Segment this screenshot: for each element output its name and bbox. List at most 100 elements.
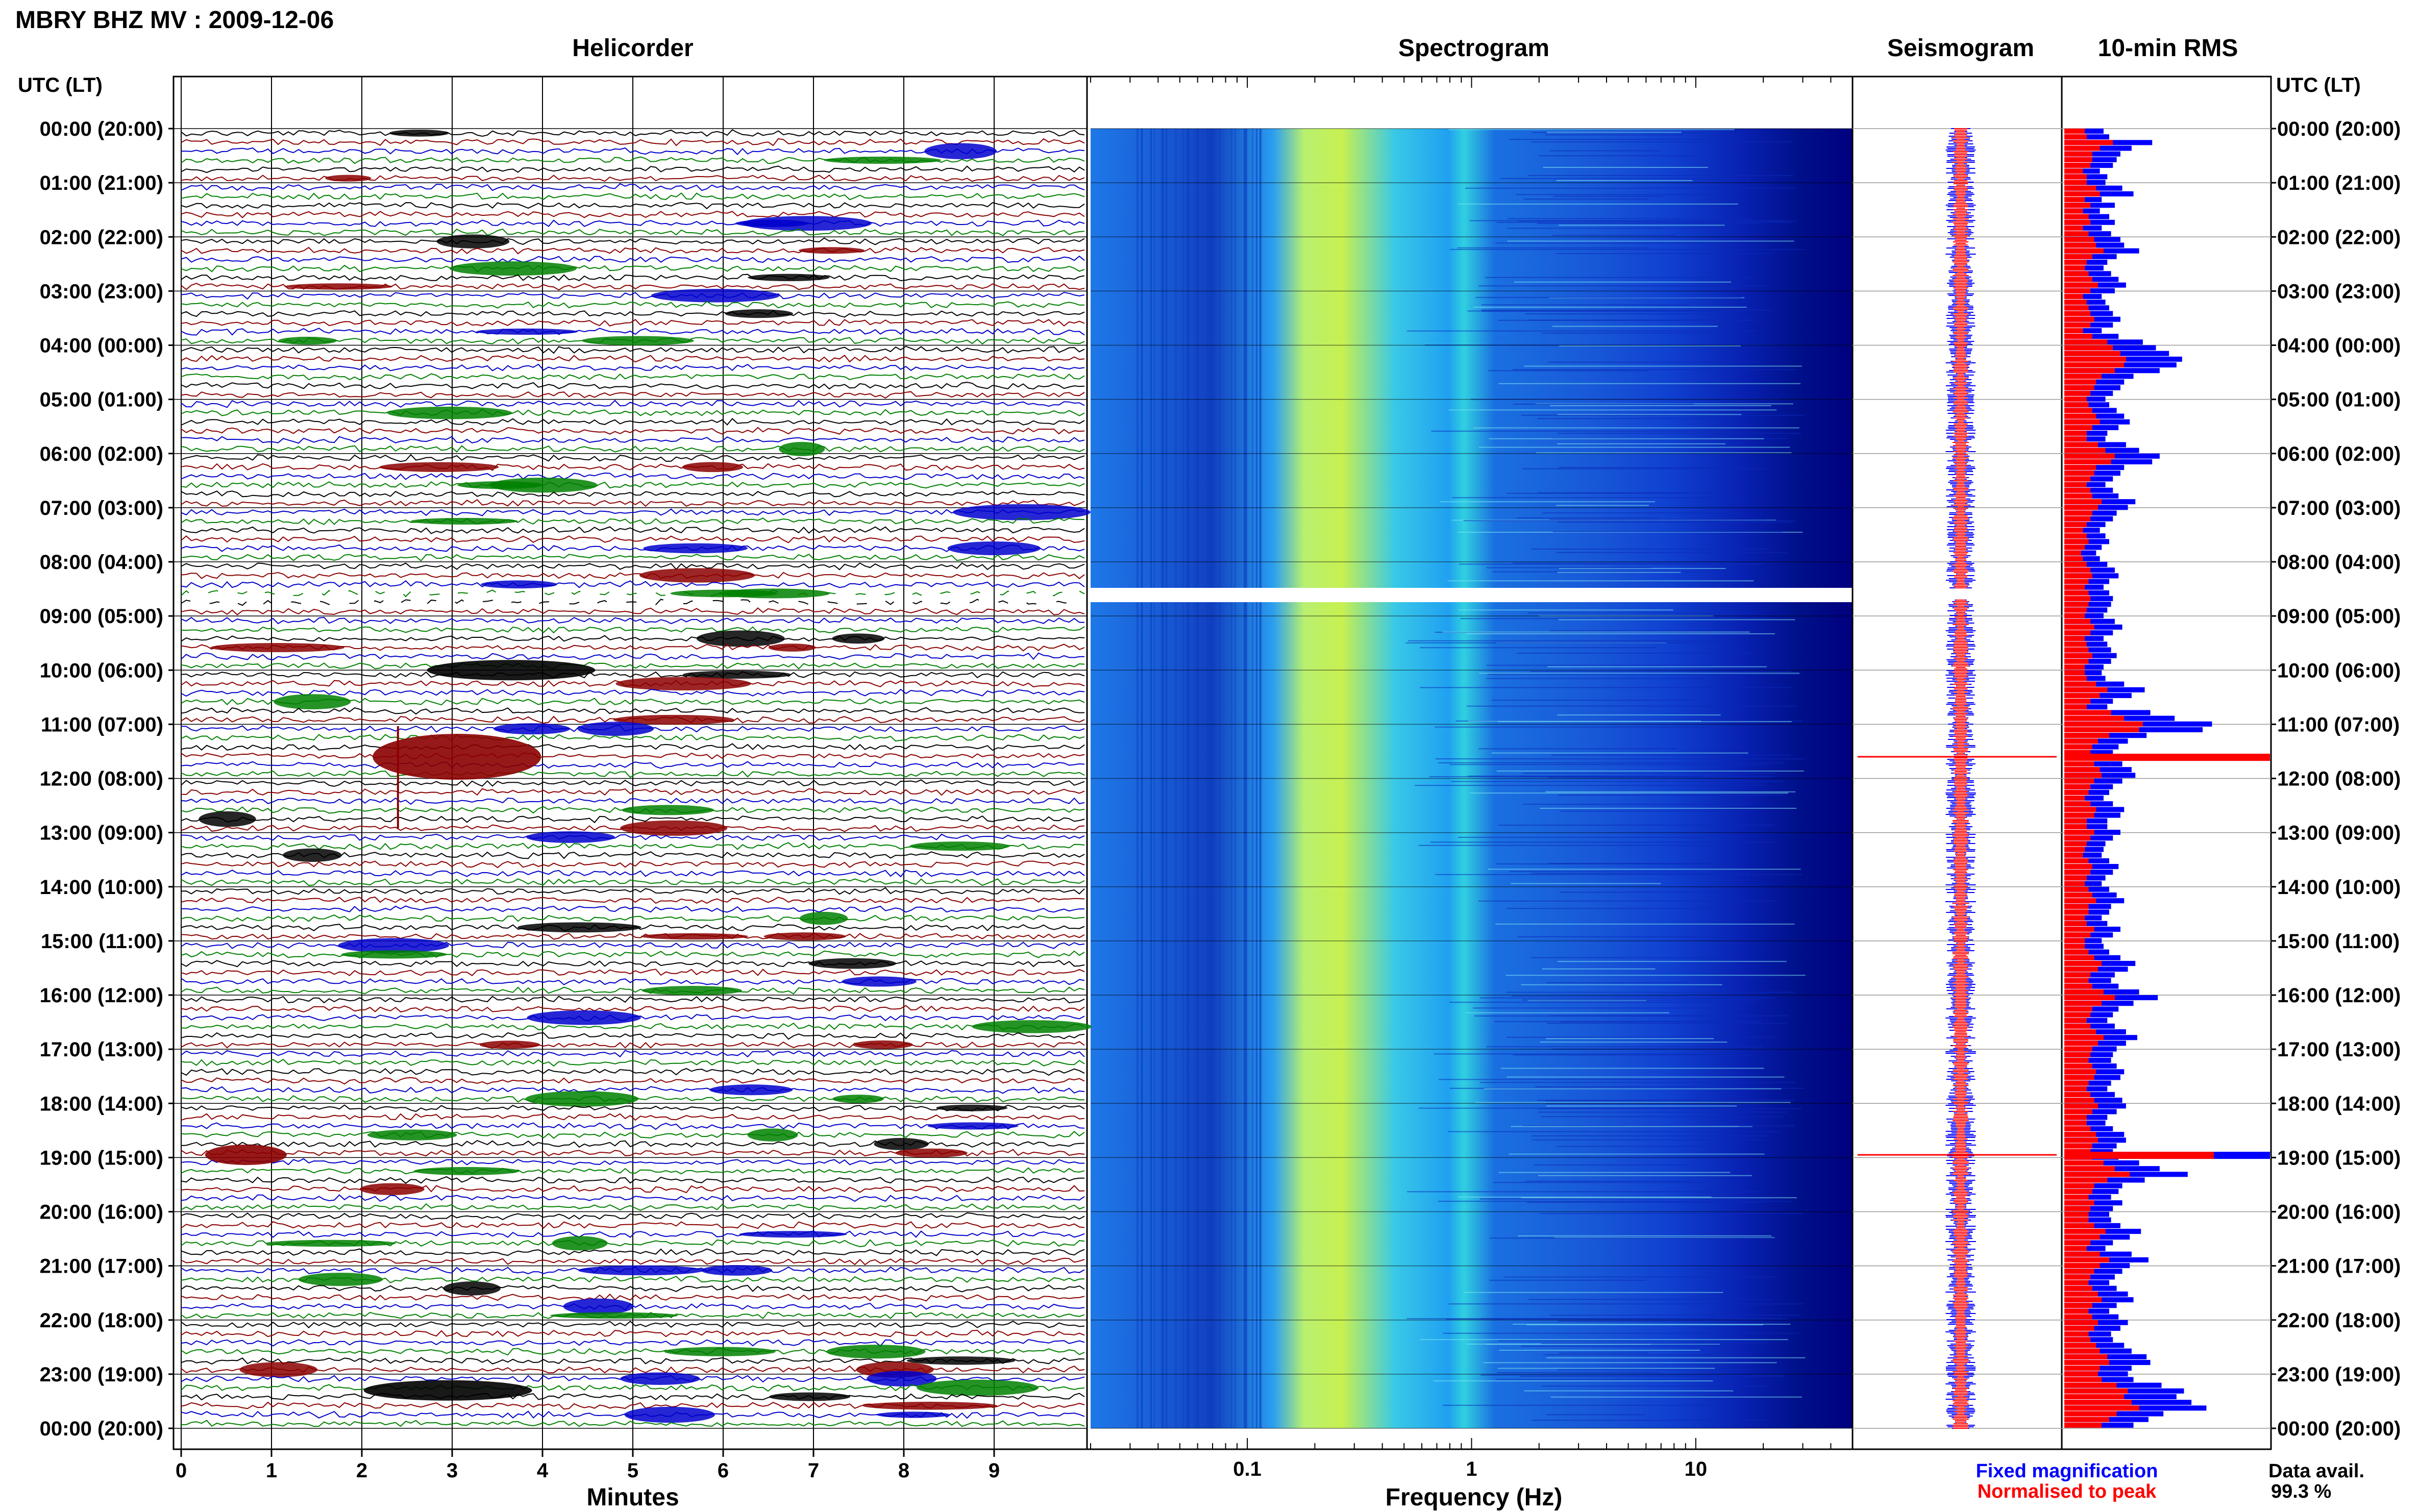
rms-bar-normalised [2064, 1359, 2109, 1366]
rms-bar-normalised [2064, 1160, 2104, 1166]
rms-bar-normalised [2064, 1211, 2089, 1217]
utc-header-left: UTC (LT) [18, 74, 103, 96]
helicorder-trace [181, 599, 1085, 607]
rms-bar-normalised [2064, 145, 2100, 151]
rms-bar-normalised [2064, 436, 2087, 442]
time-label: 21:00 (17:00) [40, 1255, 163, 1278]
helicorder-trace [181, 355, 1085, 363]
helicorder-burst [876, 1411, 950, 1418]
rms-bar-normalised [2064, 231, 2089, 237]
helicorder-burst [651, 288, 780, 303]
time-label: 00:00 (20:00) [2277, 118, 2401, 140]
rms-bar-normalised [2064, 830, 2094, 835]
rms-bar-normalised [2064, 676, 2087, 681]
helicorder-trace [181, 472, 1085, 480]
rms-bar-normalised [2064, 681, 2096, 687]
rms-bar-normalised [2064, 185, 2096, 191]
rms-bar-normalised [2064, 1411, 2117, 1417]
rms-bar-normalised [2064, 1057, 2089, 1063]
time-label: 06:00 (02:00) [2277, 443, 2401, 465]
minute-tick-label: 4 [537, 1459, 549, 1482]
rms-bar-normalised [2064, 1274, 2091, 1280]
rms-bar-normalised [2064, 1314, 2092, 1320]
rms-bar-normalised [2064, 944, 2085, 949]
helicorder-burst [620, 1372, 700, 1385]
rms-bar-normalised [2064, 476, 2091, 482]
helicorder-trace [181, 445, 1085, 453]
minute-tick-label: 5 [627, 1459, 638, 1482]
helicorder-burst [763, 932, 846, 940]
helicorder-burst [620, 820, 728, 836]
time-label: 13:00 (09:00) [2277, 822, 2401, 845]
helicorder-burst [284, 283, 393, 290]
rms-bar-normalised [2064, 1046, 2092, 1052]
rms-bar-normalised [2064, 1080, 2089, 1086]
helicorder-trace [181, 526, 1085, 534]
helicorder-trace [181, 508, 1085, 516]
rms-bar-normalised [2064, 191, 2100, 196]
helicorder-trace [181, 409, 1085, 416]
rms-bar-normalised [2064, 835, 2091, 841]
spectrogram-title: Spectrogram [1398, 35, 1549, 62]
helicorder-trace [181, 996, 1085, 1004]
rms-bar-normalised [2064, 670, 2085, 676]
rms-bar-normalised [2064, 1400, 2132, 1405]
rms-bar-normalised [2064, 1006, 2092, 1012]
rms-bar-normalised [2064, 1206, 2091, 1211]
time-label: 16:00 (12:00) [40, 984, 163, 1007]
rms-bar-normalised [2064, 1251, 2100, 1257]
helicorder-trace [181, 328, 1085, 336]
helicorder-burst [457, 481, 544, 489]
time-label: 09:00 (05:00) [2277, 605, 2401, 628]
rms-bar-normalised [2064, 1109, 2092, 1114]
helicorder-trace [181, 1086, 1085, 1094]
rms-bar-normalised [2064, 892, 2092, 898]
helicorder-burst [493, 723, 570, 735]
rms-bar-normalised [2064, 1132, 2096, 1137]
helicorder-trace [181, 129, 1085, 137]
helicorder-trace [181, 1365, 1085, 1374]
rms-bar-normalised [2064, 379, 2096, 385]
rms-bar-normalised [2064, 699, 2091, 704]
rms-bar-normalised [2064, 921, 2087, 926]
legend-fixed: Fixed magnification [1976, 1460, 2158, 1482]
helicorder-trace [181, 870, 1085, 878]
rms-bar-normalised [2064, 237, 2094, 242]
legend-normalised: Normalised to peak [1978, 1481, 2157, 1502]
rms-bar-normalised [2064, 1114, 2087, 1120]
helicorder-burst [670, 589, 778, 598]
helicorder-trace [181, 535, 1085, 543]
helicorder-trace [181, 607, 1085, 615]
rms-bar-normalised [2064, 248, 2104, 254]
minute-tick-label: 0 [176, 1459, 187, 1482]
minute-tick-label: 7 [808, 1459, 819, 1482]
frequency-tick-label: 10 [1685, 1458, 1708, 1480]
time-labels-left: 00:00 (20:00) 01:00 (21:00) 02:00 (22:00) 0… [40, 118, 174, 1440]
rms-bar-normalised [2064, 305, 2089, 311]
helicorder-title: Helicorder [572, 35, 693, 62]
rms-bar-normalised [2064, 886, 2089, 892]
rms-bar-normalised [2064, 1166, 2115, 1172]
helicorder-burst [735, 219, 809, 227]
rms-bar-normalised [2064, 493, 2092, 499]
helicorder-event [427, 660, 596, 681]
rms-bar-normalised [2064, 687, 2108, 692]
rms-bar-normalised [2064, 909, 2089, 915]
helicorder-trace [181, 986, 1085, 995]
helicorder-burst [283, 848, 342, 862]
helicorder-burst [769, 1392, 851, 1401]
rms-bar-normalised [2064, 539, 2089, 544]
rms-bar-normalised [2064, 727, 2139, 733]
helicorder-burst [936, 1104, 1008, 1111]
rms-bar-normalised [2064, 1052, 2091, 1057]
helicorder-burst [664, 1347, 776, 1356]
helicorder-burst [479, 1040, 540, 1049]
minute-axis: 0 1 2 3 4 5 6 7 8 9 [176, 1449, 1000, 1482]
helicorder-trace [181, 652, 1085, 660]
helicorder-burst [413, 1167, 520, 1175]
rms-bar-normalised [2064, 203, 2091, 208]
minutes-axis-label: Minutes [586, 1484, 679, 1511]
helicorder-trace [181, 932, 1085, 940]
helicorder-trace [181, 905, 1085, 913]
helicorder-burst [449, 261, 577, 276]
